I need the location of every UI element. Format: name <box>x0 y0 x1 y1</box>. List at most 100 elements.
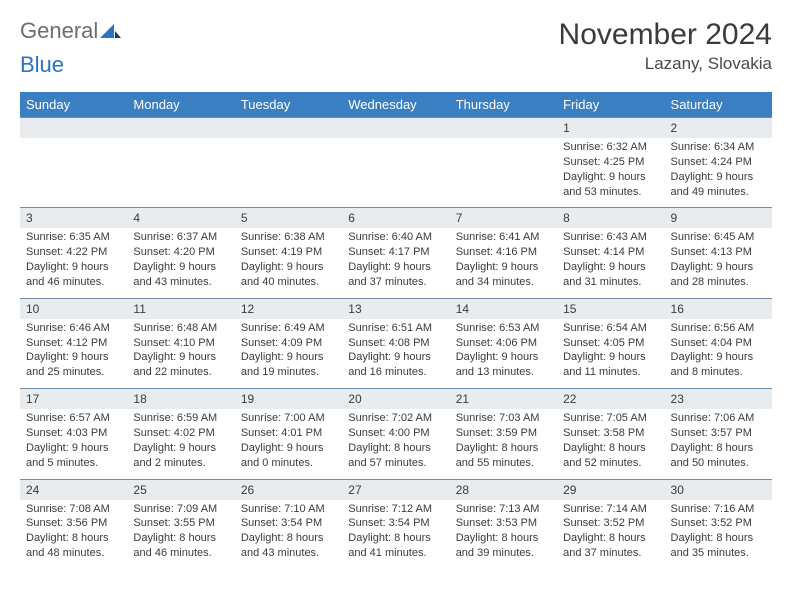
day-body: Sunrise: 6:56 AMSunset: 4:04 PMDaylight:… <box>665 319 772 388</box>
day-body: Sunrise: 6:46 AMSunset: 4:12 PMDaylight:… <box>20 319 127 388</box>
sunset-text: Sunset: 4:25 PM <box>563 155 658 170</box>
sunrise-text: Sunrise: 7:14 AM <box>563 502 658 517</box>
sunset-text: Sunset: 4:16 PM <box>456 245 551 260</box>
day-body: Sunrise: 6:34 AMSunset: 4:24 PMDaylight:… <box>665 138 772 207</box>
dow-monday: Monday <box>127 92 234 118</box>
sunrise-text: Sunrise: 7:10 AM <box>241 502 336 517</box>
dow-header-row: Sunday Monday Tuesday Wednesday Thursday… <box>20 92 772 118</box>
sunrise-text: Sunrise: 6:51 AM <box>348 321 443 336</box>
day-number: 30 <box>665 480 772 500</box>
daylight-text: Daylight: 8 hours and 57 minutes. <box>348 441 443 471</box>
day-body: Sunrise: 6:41 AMSunset: 4:16 PMDaylight:… <box>450 228 557 297</box>
day-body: Sunrise: 7:10 AMSunset: 3:54 PMDaylight:… <box>235 500 342 569</box>
day-body: Sunrise: 6:57 AMSunset: 4:03 PMDaylight:… <box>20 409 127 478</box>
day-number: 19 <box>235 389 342 409</box>
day-number: 13 <box>342 299 449 319</box>
sunrise-text: Sunrise: 6:41 AM <box>456 230 551 245</box>
week-row: 3Sunrise: 6:35 AMSunset: 4:22 PMDaylight… <box>20 208 772 298</box>
day-number: 7 <box>450 208 557 228</box>
day-number: 4 <box>127 208 234 228</box>
day-cell: 20Sunrise: 7:02 AMSunset: 4:00 PMDayligh… <box>342 389 449 479</box>
day-cell: 11Sunrise: 6:48 AMSunset: 4:10 PMDayligh… <box>127 298 234 388</box>
day-number: 5 <box>235 208 342 228</box>
sunset-text: Sunset: 3:56 PM <box>26 516 121 531</box>
day-cell: 25Sunrise: 7:09 AMSunset: 3:55 PMDayligh… <box>127 479 234 569</box>
day-cell: 27Sunrise: 7:12 AMSunset: 3:54 PMDayligh… <box>342 479 449 569</box>
daylight-text: Daylight: 8 hours and 50 minutes. <box>671 441 766 471</box>
week-row: 10Sunrise: 6:46 AMSunset: 4:12 PMDayligh… <box>20 298 772 388</box>
daylight-text: Daylight: 9 hours and 13 minutes. <box>456 350 551 380</box>
day-cell: 5Sunrise: 6:38 AMSunset: 4:19 PMDaylight… <box>235 208 342 298</box>
day-body: Sunrise: 6:35 AMSunset: 4:22 PMDaylight:… <box>20 228 127 297</box>
daylight-text: Daylight: 8 hours and 55 minutes. <box>456 441 551 471</box>
day-cell <box>127 118 234 208</box>
day-cell: 22Sunrise: 7:05 AMSunset: 3:58 PMDayligh… <box>557 389 664 479</box>
daylight-text: Daylight: 9 hours and 2 minutes. <box>133 441 228 471</box>
day-body: Sunrise: 7:14 AMSunset: 3:52 PMDaylight:… <box>557 500 664 569</box>
day-body <box>342 138 449 148</box>
day-body: Sunrise: 6:59 AMSunset: 4:02 PMDaylight:… <box>127 409 234 478</box>
day-cell <box>20 118 127 208</box>
daylight-text: Daylight: 9 hours and 28 minutes. <box>671 260 766 290</box>
day-body: Sunrise: 6:54 AMSunset: 4:05 PMDaylight:… <box>557 319 664 388</box>
sunrise-text: Sunrise: 6:56 AM <box>671 321 766 336</box>
daylight-text: Daylight: 9 hours and 43 minutes. <box>133 260 228 290</box>
day-number: 2 <box>665 118 772 138</box>
day-body: Sunrise: 6:38 AMSunset: 4:19 PMDaylight:… <box>235 228 342 297</box>
daylight-text: Daylight: 8 hours and 48 minutes. <box>26 531 121 561</box>
day-cell: 9Sunrise: 6:45 AMSunset: 4:13 PMDaylight… <box>665 208 772 298</box>
day-cell: 6Sunrise: 6:40 AMSunset: 4:17 PMDaylight… <box>342 208 449 298</box>
sunset-text: Sunset: 4:19 PM <box>241 245 336 260</box>
day-number: 27 <box>342 480 449 500</box>
daylight-text: Daylight: 9 hours and 31 minutes. <box>563 260 658 290</box>
day-number: 12 <box>235 299 342 319</box>
sunset-text: Sunset: 3:59 PM <box>456 426 551 441</box>
sunset-text: Sunset: 4:22 PM <box>26 245 121 260</box>
logo-sail-icon <box>100 22 122 40</box>
daylight-text: Daylight: 9 hours and 8 minutes. <box>671 350 766 380</box>
dow-wednesday: Wednesday <box>342 92 449 118</box>
day-body: Sunrise: 6:48 AMSunset: 4:10 PMDaylight:… <box>127 319 234 388</box>
day-cell: 26Sunrise: 7:10 AMSunset: 3:54 PMDayligh… <box>235 479 342 569</box>
day-number: 10 <box>20 299 127 319</box>
day-cell: 12Sunrise: 6:49 AMSunset: 4:09 PMDayligh… <box>235 298 342 388</box>
sunrise-text: Sunrise: 6:40 AM <box>348 230 443 245</box>
sunrise-text: Sunrise: 7:08 AM <box>26 502 121 517</box>
day-body <box>450 138 557 148</box>
daylight-text: Daylight: 9 hours and 53 minutes. <box>563 170 658 200</box>
daylight-text: Daylight: 9 hours and 22 minutes. <box>133 350 228 380</box>
sunset-text: Sunset: 4:17 PM <box>348 245 443 260</box>
day-body <box>235 138 342 148</box>
sunrise-text: Sunrise: 6:48 AM <box>133 321 228 336</box>
day-number <box>342 118 449 138</box>
day-cell <box>342 118 449 208</box>
sunset-text: Sunset: 4:12 PM <box>26 336 121 351</box>
day-body: Sunrise: 6:51 AMSunset: 4:08 PMDaylight:… <box>342 319 449 388</box>
day-number: 9 <box>665 208 772 228</box>
day-body: Sunrise: 6:43 AMSunset: 4:14 PMDaylight:… <box>557 228 664 297</box>
day-number <box>20 118 127 138</box>
day-number: 15 <box>557 299 664 319</box>
dow-sunday: Sunday <box>20 92 127 118</box>
day-number: 14 <box>450 299 557 319</box>
day-cell: 28Sunrise: 7:13 AMSunset: 3:53 PMDayligh… <box>450 479 557 569</box>
day-cell <box>235 118 342 208</box>
day-cell: 15Sunrise: 6:54 AMSunset: 4:05 PMDayligh… <box>557 298 664 388</box>
day-number: 11 <box>127 299 234 319</box>
day-body: Sunrise: 7:03 AMSunset: 3:59 PMDaylight:… <box>450 409 557 478</box>
sunrise-text: Sunrise: 6:45 AM <box>671 230 766 245</box>
sunrise-text: Sunrise: 7:02 AM <box>348 411 443 426</box>
day-cell: 29Sunrise: 7:14 AMSunset: 3:52 PMDayligh… <box>557 479 664 569</box>
dow-friday: Friday <box>557 92 664 118</box>
day-body: Sunrise: 6:53 AMSunset: 4:06 PMDaylight:… <box>450 319 557 388</box>
day-number: 22 <box>557 389 664 409</box>
sunset-text: Sunset: 4:24 PM <box>671 155 766 170</box>
day-number: 20 <box>342 389 449 409</box>
sunrise-text: Sunrise: 6:54 AM <box>563 321 658 336</box>
day-body: Sunrise: 7:09 AMSunset: 3:55 PMDaylight:… <box>127 500 234 569</box>
day-number: 3 <box>20 208 127 228</box>
sunrise-text: Sunrise: 7:00 AM <box>241 411 336 426</box>
day-number: 18 <box>127 389 234 409</box>
day-body: Sunrise: 6:49 AMSunset: 4:09 PMDaylight:… <box>235 319 342 388</box>
day-body: Sunrise: 7:08 AMSunset: 3:56 PMDaylight:… <box>20 500 127 569</box>
